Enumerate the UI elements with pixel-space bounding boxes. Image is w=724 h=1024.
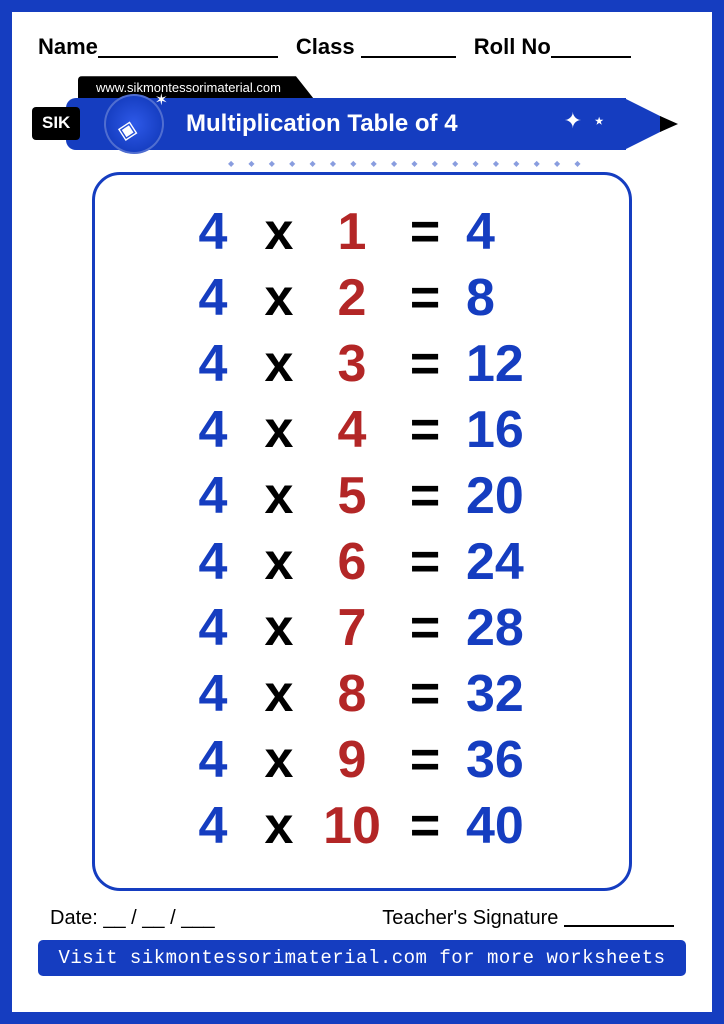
times-symbol: x — [254, 661, 304, 727]
table-row: 4x1=4 — [135, 199, 589, 265]
times-symbol: x — [254, 199, 304, 265]
signature-blank[interactable] — [564, 925, 674, 927]
result: 12 — [466, 331, 536, 397]
multiplier: 10 — [320, 793, 384, 859]
multiplier: 9 — [320, 727, 384, 793]
times-symbol: x — [254, 331, 304, 397]
result: 16 — [466, 397, 536, 463]
times-symbol: x — [254, 727, 304, 793]
multiplicand: 4 — [188, 727, 238, 793]
equals-symbol: = — [400, 397, 450, 463]
table-row: 4x5=20 — [135, 463, 589, 529]
equals-symbol: = — [400, 727, 450, 793]
name-label: Name — [38, 34, 98, 60]
multiplicand: 4 — [188, 661, 238, 727]
table-row: 4x6=24 — [135, 529, 589, 595]
multiplier: 7 — [320, 595, 384, 661]
pencil-body: Multiplication Table of 4 ✦ ⋆ — [66, 98, 626, 150]
table-row: 4x10=40 — [135, 793, 589, 859]
footer-fields: Date: __ / __ / ___ Teacher's Signature — [38, 907, 686, 930]
result: 32 — [466, 661, 536, 727]
name-blank[interactable] — [98, 34, 278, 58]
rocket-emblem-icon — [104, 94, 164, 154]
table-row: 4x9=36 — [135, 727, 589, 793]
decorative-dots: ◆ ◆ ◆ ◆ ◆ ◆ ◆ ◆ ◆ ◆ ◆ ◆ ◆ ◆ ◆ ◆ ◆ ◆ — [228, 159, 587, 168]
times-symbol: x — [254, 265, 304, 331]
equals-symbol: = — [400, 199, 450, 265]
name-field: Name — [38, 30, 278, 60]
times-symbol: x — [254, 595, 304, 661]
equals-symbol: = — [400, 661, 450, 727]
worksheet-title: Multiplication Table of 4 — [186, 110, 458, 138]
multiplicand: 4 — [188, 199, 238, 265]
cta-banner: Visit sikmontessorimaterial.com for more… — [38, 940, 686, 976]
equals-symbol: = — [400, 463, 450, 529]
equals-symbol: = — [400, 331, 450, 397]
times-symbol: x — [254, 397, 304, 463]
result: 24 — [466, 529, 536, 595]
table-row: 4x7=28 — [135, 595, 589, 661]
multiplicand: 4 — [188, 793, 238, 859]
multiplier: 5 — [320, 463, 384, 529]
table-row: 4x8=32 — [135, 661, 589, 727]
roll-blank[interactable] — [551, 34, 631, 58]
header-fields: Name Class Roll No — [38, 30, 686, 60]
signature-label: Teacher's Signature — [382, 907, 558, 929]
times-symbol: x — [254, 529, 304, 595]
pencil-lead-icon — [660, 116, 678, 132]
table-row: 4x4=16 — [135, 397, 589, 463]
class-blank[interactable] — [361, 34, 456, 58]
brand-tag: SIK — [32, 107, 80, 140]
multiplier: 2 — [320, 265, 384, 331]
signature-field[interactable]: Teacher's Signature — [382, 907, 674, 930]
date-field[interactable]: Date: __ / __ / ___ — [50, 907, 215, 930]
equals-symbol: = — [400, 529, 450, 595]
result: 20 — [466, 463, 536, 529]
multiplier: 4 — [320, 397, 384, 463]
equals-symbol: = — [400, 793, 450, 859]
title-pencil-banner: www.sikmontessorimaterial.com SIK Multip… — [38, 74, 686, 162]
website-url: www.sikmontessorimaterial.com — [78, 76, 315, 100]
equals-symbol: = — [400, 595, 450, 661]
multiplicand: 4 — [188, 529, 238, 595]
multiplier: 6 — [320, 529, 384, 595]
class-label: Class — [296, 34, 355, 60]
multiplier: 3 — [320, 331, 384, 397]
roll-field: Roll No — [474, 30, 631, 60]
worksheet-page: Name Class Roll No www.sikmontessorimate… — [0, 0, 724, 1024]
multiplier: 1 — [320, 199, 384, 265]
sparkle-icon: ✦ ⋆ — [564, 108, 608, 134]
multiplicand: 4 — [188, 595, 238, 661]
multiplicand: 4 — [188, 397, 238, 463]
multiplication-table-card: 4x1=4 4x2=8 4x3=12 4x4=16 4x5=20 4x6=24 … — [92, 172, 632, 890]
table-row: 4x2=8 — [135, 265, 589, 331]
multiplicand: 4 — [188, 331, 238, 397]
class-field: Class — [296, 30, 456, 60]
result: 4 — [466, 199, 536, 265]
times-symbol: x — [254, 793, 304, 859]
result: 8 — [466, 265, 536, 331]
result: 40 — [466, 793, 536, 859]
multiplicand: 4 — [188, 265, 238, 331]
result: 36 — [466, 727, 536, 793]
multiplicand: 4 — [188, 463, 238, 529]
result: 28 — [466, 595, 536, 661]
table-row: 4x3=12 — [135, 331, 589, 397]
times-symbol: x — [254, 463, 304, 529]
roll-label: Roll No — [474, 34, 551, 60]
multiplier: 8 — [320, 661, 384, 727]
equals-symbol: = — [400, 265, 450, 331]
